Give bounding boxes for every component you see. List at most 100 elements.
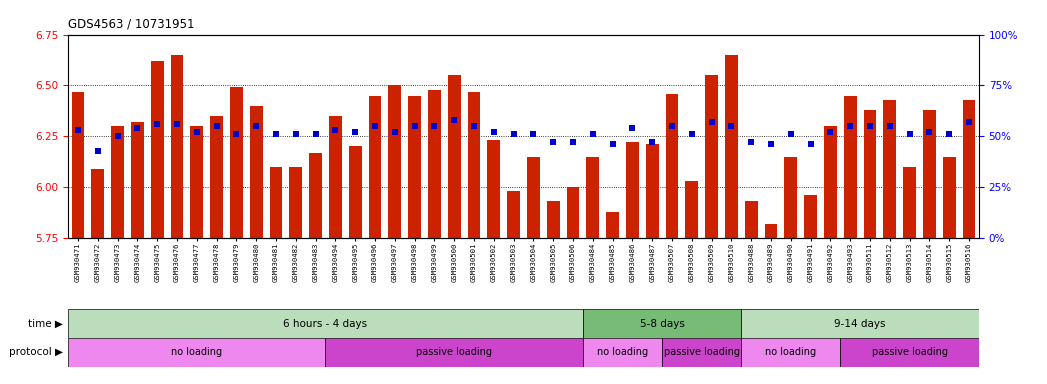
Bar — [68, 338, 326, 367]
Bar — [448, 75, 461, 238]
Bar — [230, 88, 243, 238]
Point — [802, 141, 819, 147]
Point — [684, 131, 700, 137]
Point — [664, 123, 681, 129]
Point — [862, 123, 878, 129]
Bar — [741, 309, 979, 338]
Bar — [744, 202, 758, 238]
Point — [882, 123, 898, 129]
Point — [525, 131, 541, 137]
Point — [406, 123, 423, 129]
Bar — [606, 212, 619, 238]
Bar — [71, 91, 85, 238]
Bar — [646, 144, 659, 238]
Bar — [942, 157, 956, 238]
Bar — [151, 61, 163, 238]
Point — [287, 131, 305, 137]
Bar — [309, 152, 322, 238]
Point — [268, 131, 285, 137]
Bar — [527, 157, 540, 238]
Bar — [250, 106, 263, 238]
Point — [307, 131, 324, 137]
Bar — [408, 96, 421, 238]
Point — [644, 139, 661, 146]
Point — [544, 139, 561, 146]
Point — [604, 141, 621, 147]
Point — [723, 123, 740, 129]
Point — [386, 129, 403, 135]
Bar — [725, 55, 738, 238]
Point — [901, 131, 918, 137]
Bar — [706, 75, 718, 238]
Text: 9-14 days: 9-14 days — [834, 318, 886, 329]
Point — [129, 125, 146, 131]
Bar — [666, 94, 678, 238]
Point — [624, 125, 641, 131]
Point — [921, 129, 938, 135]
Point — [188, 129, 205, 135]
Bar — [583, 338, 662, 367]
Point — [149, 121, 165, 127]
Point — [69, 127, 86, 133]
Text: time ▶: time ▶ — [28, 318, 63, 329]
Point — [486, 129, 503, 135]
Point — [842, 123, 859, 129]
Point — [961, 119, 978, 125]
Text: passive loading: passive loading — [872, 347, 948, 358]
Bar — [884, 100, 896, 238]
Point — [704, 119, 720, 125]
Bar — [923, 110, 936, 238]
Point — [506, 131, 522, 137]
Bar — [566, 187, 579, 238]
Text: no loading: no loading — [597, 347, 648, 358]
Bar — [289, 167, 303, 238]
Point — [426, 123, 443, 129]
Bar — [686, 181, 698, 238]
Bar — [962, 100, 976, 238]
Text: GDS4563 / 10731951: GDS4563 / 10731951 — [68, 17, 195, 30]
Bar — [784, 157, 797, 238]
Bar — [841, 338, 979, 367]
Bar — [111, 126, 124, 238]
Bar — [171, 55, 183, 238]
Text: protocol ▶: protocol ▶ — [8, 347, 63, 358]
Bar — [191, 126, 203, 238]
Bar — [269, 167, 283, 238]
Text: no loading: no loading — [172, 347, 222, 358]
Point — [366, 123, 383, 129]
Text: 6 hours - 4 days: 6 hours - 4 days — [284, 318, 367, 329]
Bar — [586, 157, 599, 238]
Bar — [824, 126, 837, 238]
Bar — [131, 122, 143, 238]
Bar — [487, 141, 500, 238]
Bar — [507, 191, 520, 238]
Bar — [68, 309, 583, 338]
Bar — [547, 202, 560, 238]
Bar — [329, 116, 341, 238]
Text: passive loading: passive loading — [417, 347, 492, 358]
Point — [564, 139, 581, 146]
Point — [248, 123, 265, 129]
Bar — [741, 338, 841, 367]
Point — [743, 139, 760, 146]
Bar — [428, 89, 441, 238]
Point — [228, 131, 245, 137]
Text: no loading: no loading — [765, 347, 817, 358]
Bar — [804, 195, 817, 238]
Bar — [844, 96, 856, 238]
Point — [347, 129, 363, 135]
Point — [109, 133, 126, 139]
Point — [782, 131, 799, 137]
Point — [941, 131, 958, 137]
Bar — [326, 338, 583, 367]
Bar — [662, 338, 741, 367]
Bar — [904, 167, 916, 238]
Bar — [91, 169, 105, 238]
Bar — [349, 146, 361, 238]
Point — [327, 127, 343, 133]
Text: passive loading: passive loading — [664, 347, 740, 358]
Point — [169, 121, 185, 127]
Point — [822, 129, 839, 135]
Point — [584, 131, 601, 137]
Bar — [468, 91, 481, 238]
